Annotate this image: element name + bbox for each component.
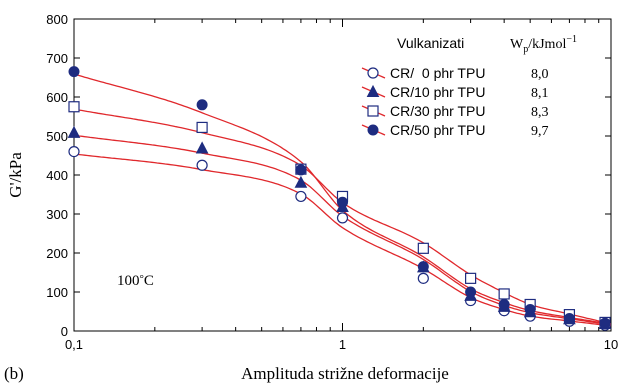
- data-point-s2: [465, 272, 477, 284]
- legend-label-3: CR/50 phr TPU: [390, 122, 485, 138]
- data-point-s2: [498, 288, 510, 300]
- legend-wp-1: 8,1: [531, 86, 549, 101]
- data-point-s3: [498, 298, 510, 310]
- data-point-s3: [337, 196, 348, 208]
- y-tick-label: 700: [46, 51, 68, 66]
- data-point-s3: [599, 317, 611, 329]
- data-point-s1: [195, 141, 209, 154]
- y-tick-label: 0: [61, 324, 68, 339]
- data-point-s2: [68, 101, 80, 113]
- y-tick-label: 100: [46, 285, 68, 300]
- data-point-s1: [294, 175, 308, 188]
- legend-marker-2: [367, 105, 379, 117]
- data-point-s1: [67, 125, 81, 138]
- y-tick-label: 600: [46, 90, 68, 105]
- legend-wp-0: 8,0: [531, 67, 549, 82]
- x-axis-label: Amplituda strižne deformacije: [241, 364, 449, 383]
- y-tick-label: 800: [46, 12, 68, 27]
- axes-ticks: [73, 18, 612, 332]
- data-point-s0: [68, 146, 80, 158]
- legend-value-header: Wp/kJmol−1: [510, 34, 577, 55]
- data-point-s2: [417, 242, 429, 254]
- legend-marker-1: [366, 84, 380, 97]
- x-tick-label: 10: [604, 337, 618, 352]
- legend-label-1: CR/10 phr TPU: [390, 84, 485, 100]
- legend-label-2: CR/30 phr TPU: [390, 103, 485, 119]
- data-point-s2: [196, 121, 208, 134]
- data-point-s3: [295, 164, 307, 176]
- data-point-s0: [295, 190, 307, 203]
- data-point-s0: [336, 212, 349, 224]
- y-tick-label: 500: [46, 129, 68, 144]
- data-point-s3: [524, 304, 536, 316]
- data-point-s3: [563, 313, 575, 325]
- data-markers: [67, 66, 612, 331]
- data-point-s3: [417, 261, 429, 273]
- temperature-annotation: 100°C: [117, 273, 154, 289]
- x-tick-label: 0,1: [65, 337, 83, 352]
- data-point-s3: [465, 286, 477, 298]
- fit-line-1: [74, 134, 611, 326]
- data-point-s0: [196, 159, 208, 171]
- y-tick-labels: 0 100 200 300 400 500 600 700 800: [46, 12, 68, 339]
- legend-title: Vulkanizati: [397, 35, 464, 51]
- y-tick-label: 300: [46, 207, 68, 222]
- legend-marker-0: [367, 67, 379, 79]
- plot-area: [73, 18, 612, 332]
- data-point-s3: [68, 66, 80, 78]
- x-tick-labels: 0,1 1 10: [65, 337, 618, 352]
- legend-label-0: CR/ 0 phr TPU: [390, 65, 485, 81]
- y-tick-label: 400: [46, 168, 68, 183]
- x-tick-label: 1: [339, 337, 346, 352]
- panel-label: (b): [4, 364, 24, 383]
- legend: Vulkanizati Wp/kJmol−1 CR/ 0 phr TPU 8,0 C…: [361, 34, 577, 139]
- data-point-s3: [196, 99, 208, 111]
- data-point-s0: [417, 272, 429, 284]
- y-axis-label: G'/kPa: [6, 152, 25, 198]
- legend-wp-3: 9,7: [531, 124, 549, 139]
- legend-wp-2: 8,3: [531, 105, 549, 120]
- y-tick-label: 200: [46, 246, 68, 261]
- legend-marker-3: [367, 124, 379, 136]
- fit-line-0: [74, 153, 611, 327]
